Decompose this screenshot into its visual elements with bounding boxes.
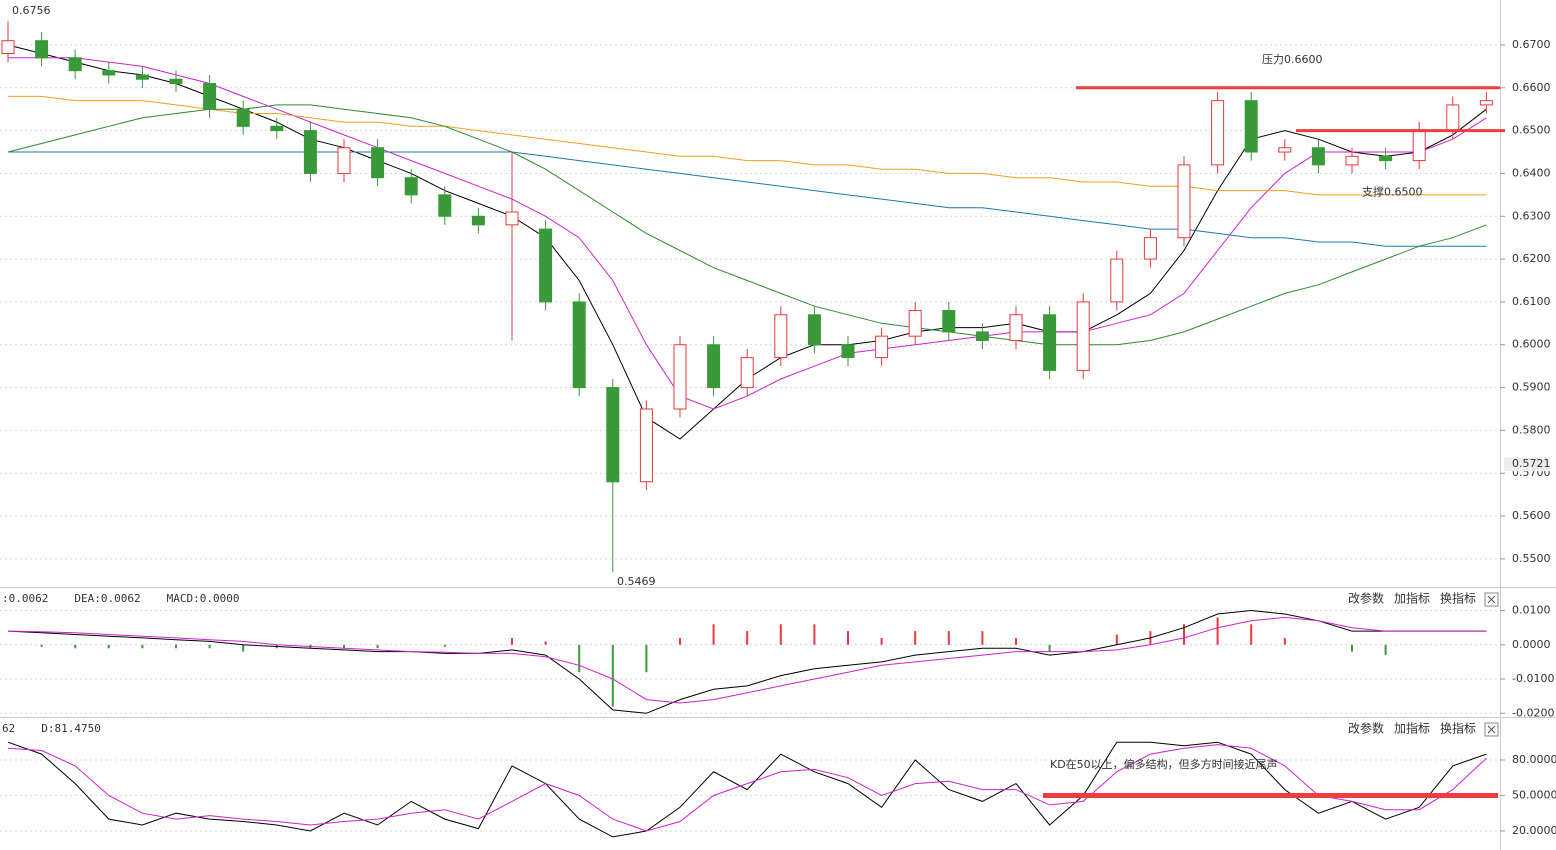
candle-body [1076, 301, 1090, 371]
candle-body [1244, 100, 1258, 153]
candle-body [203, 83, 217, 110]
y-tick-label: 0.0000 [1512, 638, 1551, 651]
candle-body [102, 70, 116, 76]
candle-body [471, 215, 485, 226]
candle-body [707, 344, 721, 389]
candle-body [68, 57, 82, 72]
candle-body [1412, 130, 1426, 162]
y-tick-label: 20.0000 [1512, 824, 1556, 837]
candle-body [270, 125, 284, 132]
y-tick-label: 0.6200 [1512, 252, 1551, 265]
candle-body [1177, 164, 1191, 239]
candle-body [1379, 155, 1393, 162]
y-tick-label: -0.0200 [1512, 706, 1554, 719]
candle-body [169, 78, 183, 85]
indicator-readout: 62 [2, 722, 15, 735]
y-tick-label: 0.5600 [1512, 509, 1551, 522]
candle-body [606, 387, 620, 483]
price-annotation: 0.5469 [617, 575, 656, 588]
kd-annotation: KD在50以上，偏多结构，但多方时间接近尾声 [1050, 757, 1278, 771]
candle-body [942, 309, 956, 333]
candle-body [303, 130, 317, 174]
candle-body [572, 301, 586, 389]
y-tick-label: 0.5900 [1512, 381, 1551, 394]
indicator-line [7, 104, 1487, 346]
candle-body [841, 344, 855, 359]
candle-body [135, 74, 149, 80]
last-price-label: 0.5721 [1512, 457, 1551, 470]
candle-body [1446, 104, 1460, 132]
candle-body [639, 408, 653, 483]
close-icon [1487, 595, 1496, 604]
indicator-line [8, 95, 1487, 196]
indicator-button[interactable]: 加指标 [1394, 721, 1430, 736]
y-tick-label: 0.6700 [1512, 38, 1551, 51]
candle-body [1, 40, 15, 55]
level-label: 支撑0.6500 [1362, 185, 1423, 199]
indicator-button[interactable]: 改参数 [1348, 721, 1384, 736]
price-annotation: 0.6756 [12, 4, 51, 17]
indicator-button[interactable]: 换指标 [1440, 721, 1476, 736]
last-price-box [1504, 457, 1550, 472]
indicator-button[interactable]: 换指标 [1440, 591, 1476, 606]
indicator-line [7, 616, 1487, 704]
y-tick-label: 0.6400 [1512, 166, 1551, 179]
indicator-button[interactable]: 改参数 [1348, 591, 1384, 606]
close-icon [1487, 725, 1496, 734]
y-tick-label: 50.0000 [1512, 788, 1556, 801]
candle-body [35, 40, 49, 59]
indicator-button[interactable]: 加指标 [1394, 591, 1430, 606]
indicator-line [8, 151, 1487, 247]
candle-body [807, 314, 821, 346]
candle-body [337, 147, 351, 174]
candle-body [908, 309, 922, 337]
y-tick-label: 0.6500 [1512, 124, 1551, 137]
y-tick-label: 0.6300 [1512, 209, 1551, 222]
y-tick-label: 0.5500 [1512, 552, 1551, 565]
candle-body [1110, 258, 1124, 303]
candle-body [1043, 314, 1057, 371]
candle-body [539, 228, 553, 303]
candle-body [774, 314, 788, 359]
y-tick-label: 0.6100 [1512, 295, 1551, 308]
candle-body [1479, 100, 1493, 106]
indicator-line [7, 609, 1487, 714]
y-tick-label: 80.0000 [1512, 753, 1556, 766]
candle-body [975, 331, 989, 341]
indicator-readout: :0.0062 [2, 592, 48, 605]
candle-body [673, 344, 687, 410]
y-tick-label: 0.5800 [1512, 423, 1551, 436]
candle-body [1278, 147, 1292, 153]
indicator-line [7, 744, 1487, 832]
candle-body [505, 211, 519, 226]
candle-body [1009, 314, 1023, 341]
candle-body [1143, 237, 1157, 260]
indicator-readout: MACD:0.0000 [167, 592, 240, 605]
candle-body [236, 108, 250, 127]
candle-body [404, 177, 418, 196]
y-tick-label: 0.0100 [1512, 604, 1551, 617]
y-tick-label: 0.6600 [1512, 81, 1551, 94]
indicator-readout: D:81.4750 [41, 722, 101, 735]
indicator-line [7, 741, 1487, 838]
candle-body [1311, 147, 1325, 166]
candle-body [371, 147, 385, 179]
candle-body [875, 335, 889, 359]
y-tick-label: -0.0100 [1512, 672, 1554, 685]
candle-body [1211, 100, 1225, 166]
indicator-readout: DEA:0.0062 [74, 592, 140, 605]
candle-body [438, 194, 452, 217]
y-tick-label: 0.6000 [1512, 338, 1551, 351]
candle-body [740, 357, 754, 389]
level-label: 压力0.6600 [1262, 53, 1323, 66]
candle-body [1345, 155, 1359, 166]
